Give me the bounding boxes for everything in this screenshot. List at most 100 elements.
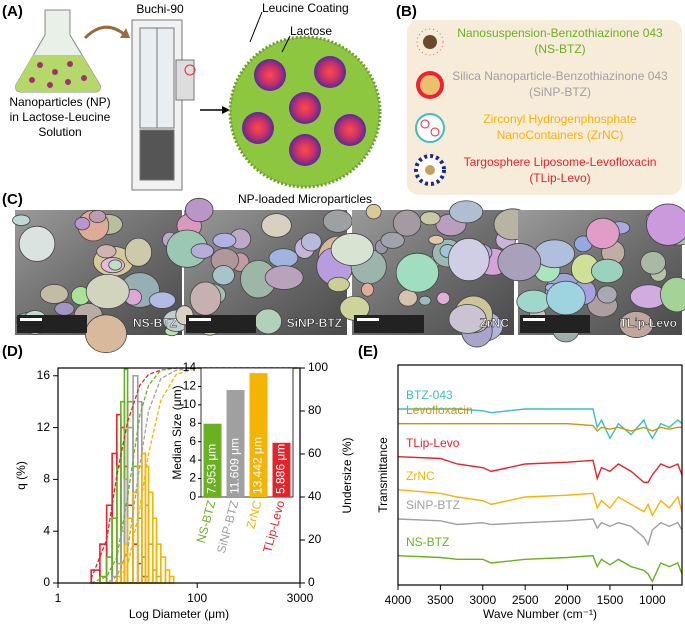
y2-tick-label: 100 [308,360,328,374]
particle [85,273,130,310]
image-label: TLip-Levo [620,316,677,330]
sem-image: ZrNC [330,200,532,348]
particle [12,214,31,226]
spectrum [397,488,683,517]
inset-category: SiNP-BTZ [214,499,241,555]
particle [190,243,215,259]
particle [184,197,214,223]
particle [361,282,375,297]
series-label: Levofloxacin [406,403,473,417]
sem-image: TLip-Levo [497,203,685,343]
x-tick-label: 2500 [512,593,539,607]
spectrum [398,422,682,433]
x-tick-label: 3500 [427,593,454,607]
particle [39,284,69,304]
particle [88,209,107,224]
series-label: BTZ-043 [406,388,453,402]
coating-label: Leucine Coating [262,1,349,15]
plot-frame [57,367,301,584]
image-label: SiNP-BTZ [287,316,342,330]
inset-bar [226,390,245,497]
particle [419,211,441,226]
inset-y-tick-label: 2 [189,471,196,485]
scale-bar [523,318,545,321]
inset-y-tick-label: 4 [189,452,196,466]
x-tick-label: 3000 [469,593,496,607]
pointer [281,35,291,53]
y-tick-label: 8 [43,472,50,486]
compound-label: Nanosuspension-Benzothiazinone 043 [457,26,663,40]
x-axis-label: Wave Number (cm⁻¹) [483,607,597,621]
particle [124,237,153,267]
x-tick-label: 1000 [639,593,666,607]
particle [395,252,440,293]
pointer [249,11,263,43]
particle [640,251,666,275]
particle [619,311,654,338]
bar-value-label: 11.609 μm [228,438,242,494]
y-tick-label: 0 [43,575,50,589]
inset-bar [203,423,222,497]
particle [392,209,422,237]
spectrum [398,408,683,440]
particle [254,308,282,335]
compound-label: (SiNP-BTZ) [529,85,591,99]
particle [212,265,235,286]
bar-value-label: 13.442 μm [251,437,265,494]
histogram-bar [168,575,175,584]
series-label: ZrNC [406,469,435,483]
device-label: Buchi-90 [136,2,184,16]
inset-y-tick-label: 14 [183,360,197,374]
particle [84,314,128,354]
inset-y-tick-label: 8 [189,415,196,429]
particle [74,217,91,231]
output-label: NP-loaded Microparticles [238,192,372,206]
icons [414,28,446,186]
particle [546,280,586,316]
bar-value-label: 5.886 μm [274,444,288,494]
particle [330,233,374,266]
spectrum [397,554,683,583]
particle [96,244,117,259]
y2-tick-label: 60 [308,446,322,460]
y-axis-label: q (%) [14,461,28,490]
particle [148,291,176,309]
panel-label: (D) [2,343,23,360]
y2-tick-label: 20 [308,532,322,546]
scale-bar-box [17,315,87,333]
x-tick-label: 100 [187,591,207,605]
legend-box [407,20,682,195]
inset-category: NS-BTZ [194,499,219,544]
panel-label: (C) [2,191,23,208]
particle [322,209,353,233]
x-tick-label: 2000 [554,593,581,607]
series-label: NS-BTZ [406,535,449,549]
compound-label: (TLip-Levo) [529,171,590,185]
plot-frame [397,364,683,586]
flask [15,9,101,93]
particle [660,276,685,313]
undersize-curve [91,367,300,584]
x-tick-label: 1 [55,591,62,605]
inset-category: ZrNC [244,499,265,531]
nanoparticles [242,56,366,166]
panel-label: (E) [358,343,378,360]
inset-bar [249,373,268,497]
spectrum [397,455,683,484]
histogram-bar [105,504,113,584]
particle [268,248,299,268]
scale-bar-box [354,315,424,333]
particle [428,234,445,245]
compound-label: (NS-BTZ) [534,42,585,56]
particle [300,232,322,252]
input-text: Nanoparticles (NP) [9,95,110,109]
particle [261,213,292,238]
scale-bar-box [186,315,256,333]
inset-y-tick-label: 10 [183,397,197,411]
y2-tick-label: 80 [308,403,322,417]
particle [590,258,624,284]
particle [516,289,551,314]
input-text: in Lactose-Leucine [10,110,111,124]
particle [108,259,123,271]
compound-label: NanoContainers (ZrNC) [497,128,624,142]
